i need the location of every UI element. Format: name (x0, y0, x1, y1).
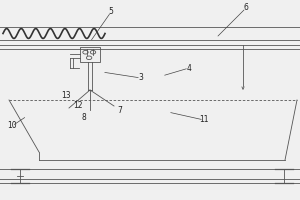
Text: 7: 7 (118, 106, 122, 114)
Text: 3: 3 (139, 73, 143, 82)
Text: 8: 8 (82, 114, 86, 122)
Text: 4: 4 (187, 64, 191, 73)
Text: 5: 5 (109, 7, 113, 17)
Bar (80, 47, 100, 62)
Text: 11: 11 (199, 116, 209, 124)
Text: 6: 6 (244, 3, 248, 12)
Text: 10: 10 (7, 121, 17, 130)
Text: 12: 12 (73, 102, 83, 110)
Text: 13: 13 (61, 92, 71, 100)
